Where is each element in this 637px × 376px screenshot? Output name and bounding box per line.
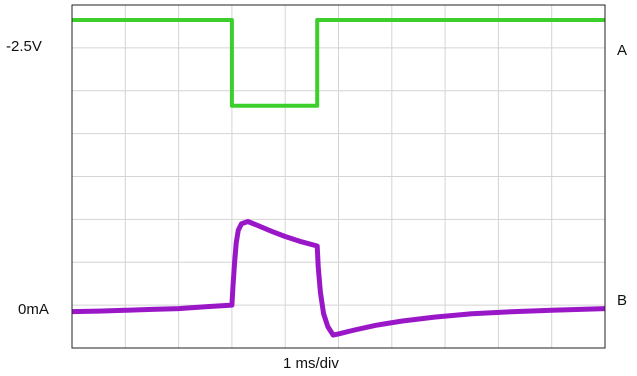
traces (72, 18, 605, 338)
x-axis-label: 1 ms/div (283, 355, 339, 372)
channel-b-reference-label: 0mA (18, 301, 49, 318)
trace-b (72, 219, 605, 338)
trace-a (72, 18, 605, 108)
channel-b-label: B (617, 292, 628, 309)
channel-a-label: A (617, 42, 628, 59)
grid (72, 5, 605, 348)
plot-frame (71, 4, 606, 349)
channel-a-reference-label: -2.5V (6, 38, 42, 55)
